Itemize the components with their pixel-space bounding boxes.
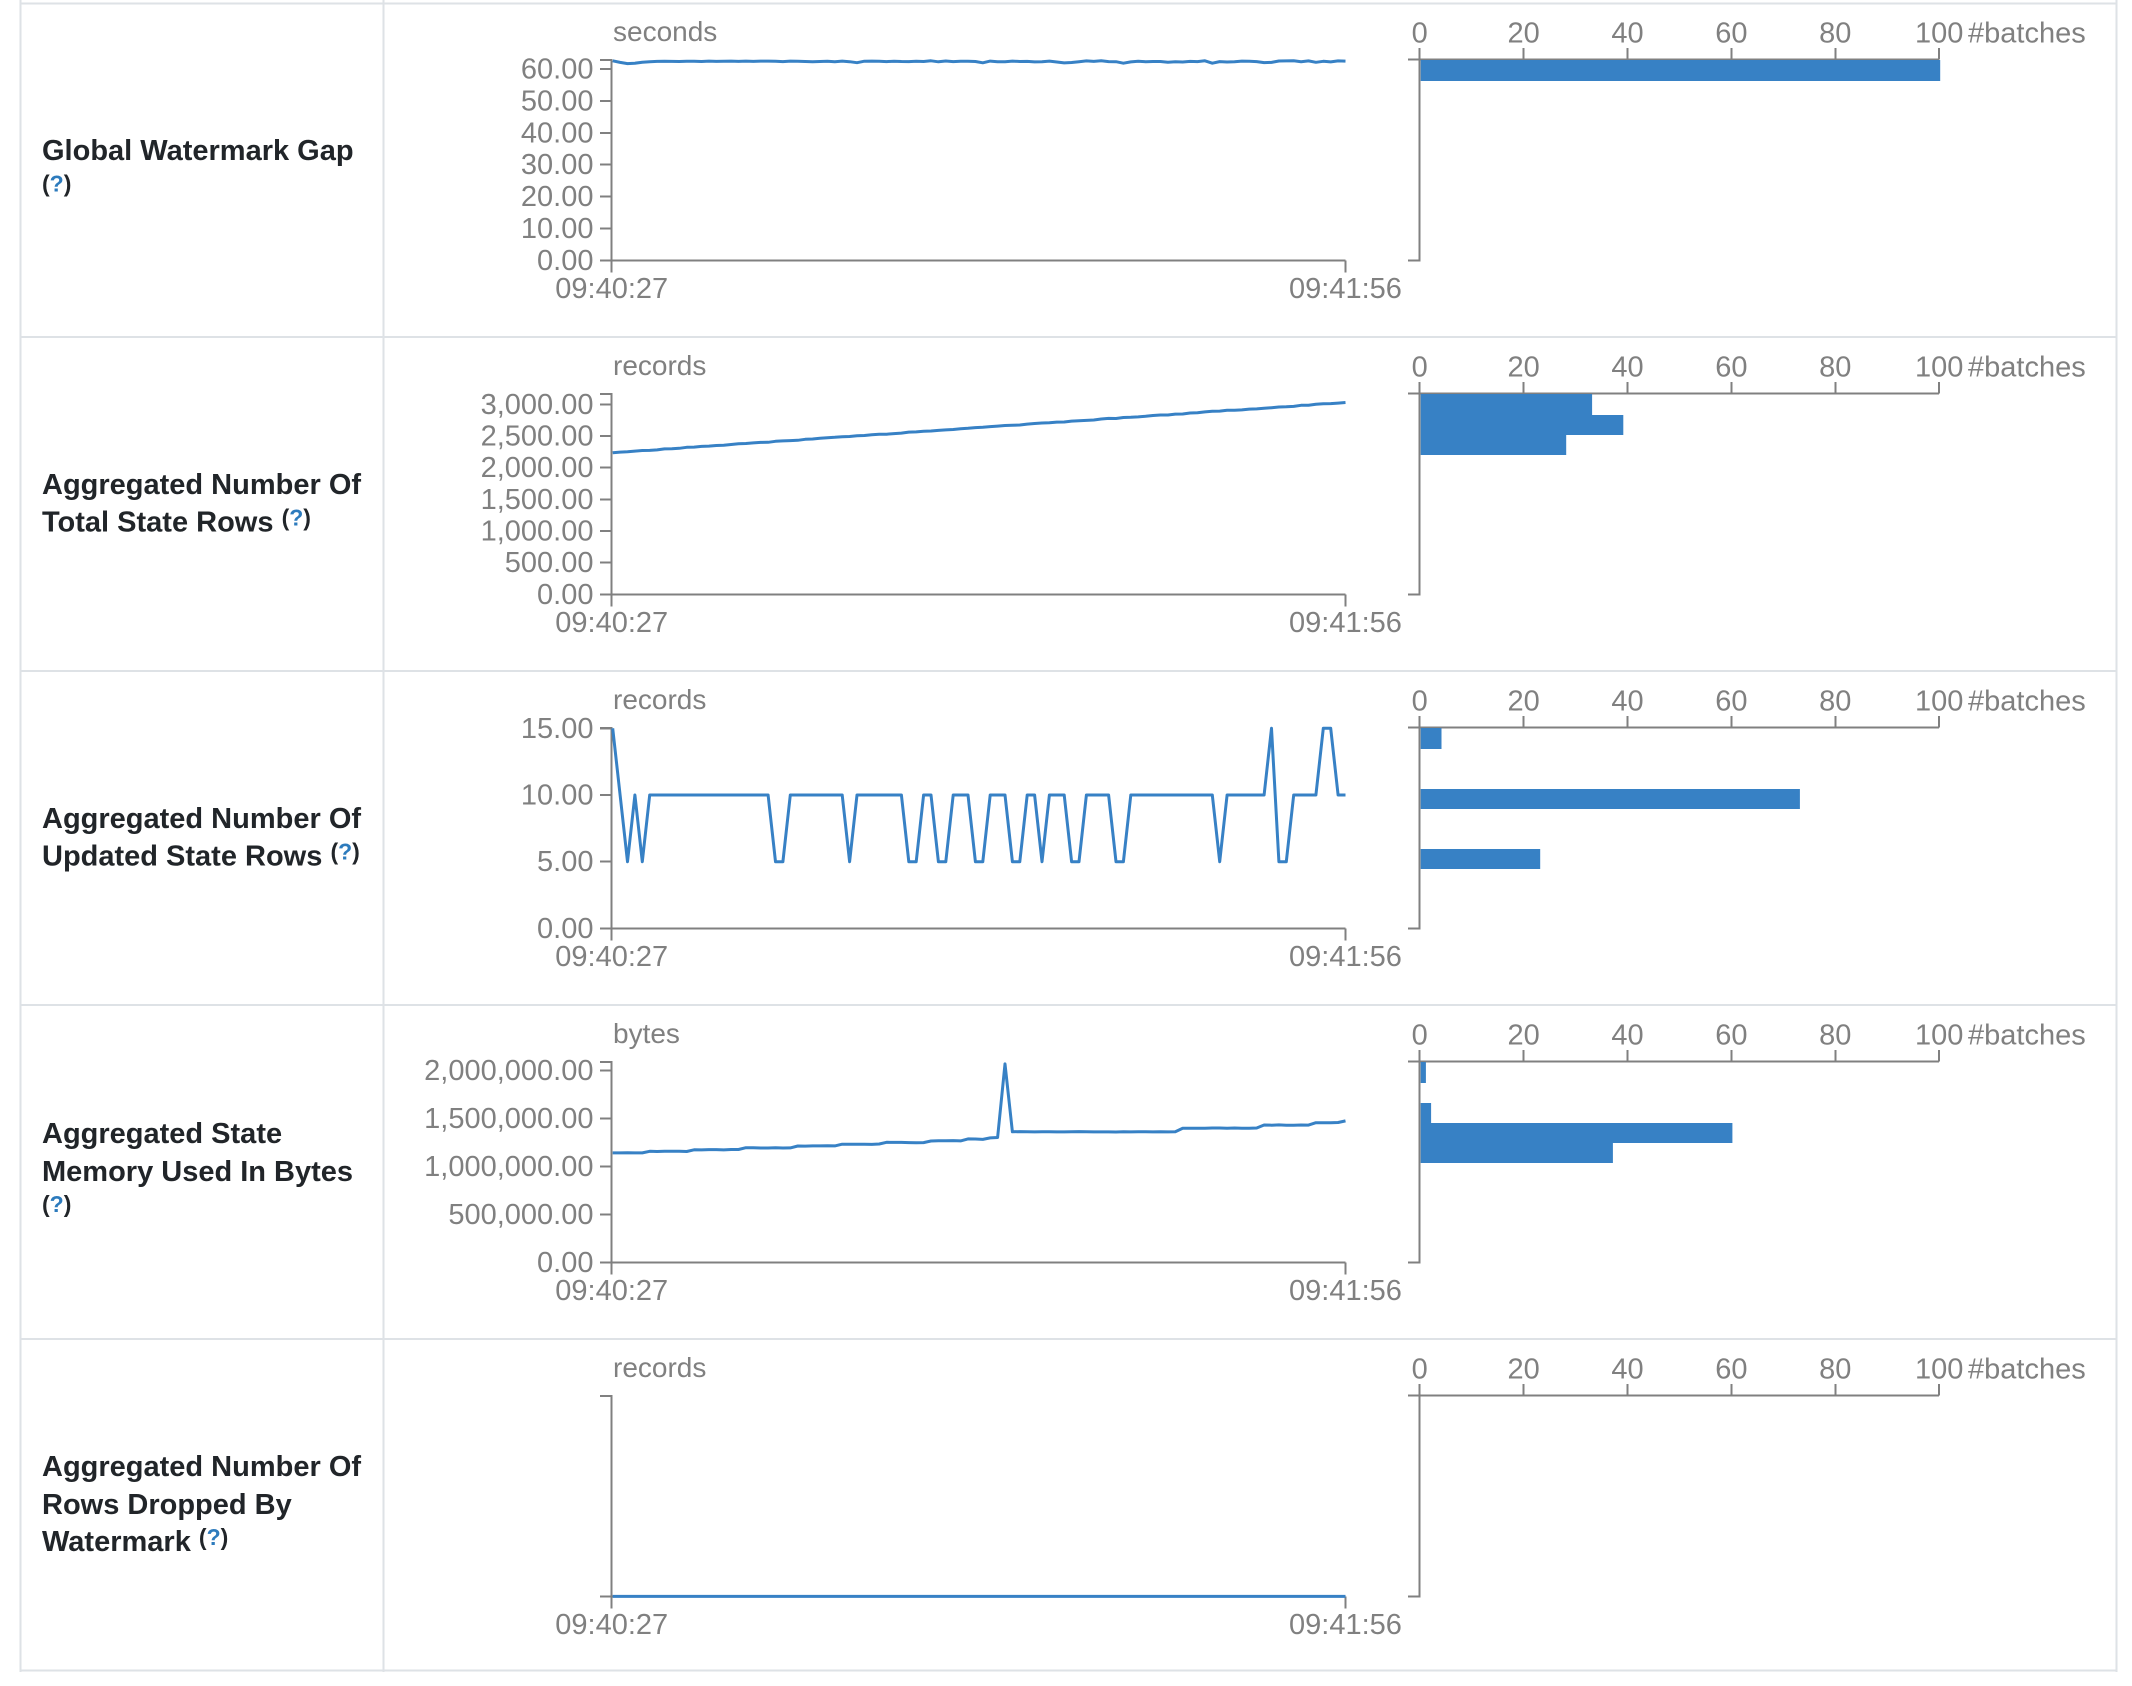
svg-text:60: 60: [1715, 686, 1747, 718]
svg-text:Total State Rows (?): Total State Rows (?): [42, 505, 311, 539]
svg-text:5.00: 5.00: [537, 846, 593, 878]
svg-text:60: 60: [1715, 1354, 1747, 1386]
svg-text:100: 100: [1915, 1020, 1963, 1052]
svg-text:1,500.00: 1,500.00: [481, 484, 594, 516]
svg-text:09:41:56: 09:41:56: [1289, 1609, 1402, 1641]
svg-text:2,000,000.00: 2,000,000.00: [424, 1055, 593, 1087]
svg-text:09:41:56: 09:41:56: [1289, 1275, 1402, 1307]
svg-text:records: records: [613, 684, 706, 715]
svg-text:Global Watermark Gap: Global Watermark Gap: [42, 135, 354, 167]
svg-text:3,000.00: 3,000.00: [481, 389, 594, 421]
svg-text:0.00: 0.00: [537, 913, 593, 945]
svg-text:20: 20: [1507, 18, 1539, 50]
svg-text:seconds: seconds: [613, 16, 717, 47]
svg-text:09:40:27: 09:40:27: [555, 941, 668, 973]
svg-text:60: 60: [1715, 18, 1747, 50]
svg-text:09:40:27: 09:40:27: [555, 273, 668, 305]
svg-text:40.00: 40.00: [521, 117, 594, 149]
svg-text:80: 80: [1819, 18, 1851, 50]
svg-text:Aggregated Number Of: Aggregated Number Of: [42, 1451, 361, 1483]
svg-text:0.00: 0.00: [537, 579, 593, 611]
svg-text:40: 40: [1611, 1354, 1643, 1386]
svg-text:Memory Used In Bytes: Memory Used In Bytes: [42, 1156, 353, 1188]
svg-text:60.00: 60.00: [521, 54, 594, 86]
svg-text:0: 0: [1412, 352, 1428, 384]
svg-text:50.00: 50.00: [521, 85, 594, 117]
svg-text:records: records: [613, 350, 706, 381]
svg-text:80: 80: [1819, 352, 1851, 384]
svg-text:40: 40: [1611, 18, 1643, 50]
svg-text:09:40:27: 09:40:27: [555, 1609, 668, 1641]
svg-text:2,000.00: 2,000.00: [481, 452, 594, 484]
svg-text:Rows Dropped By: Rows Dropped By: [42, 1489, 292, 1521]
svg-text:09:41:56: 09:41:56: [1289, 273, 1402, 305]
svg-text:#batches: #batches: [1968, 1020, 2086, 1052]
svg-text:10.00: 10.00: [521, 213, 594, 245]
svg-text:records: records: [613, 1352, 706, 1383]
svg-text:20.00: 20.00: [521, 181, 594, 213]
svg-text:0.00: 0.00: [537, 1247, 593, 1279]
svg-text:#batches: #batches: [1968, 686, 2086, 718]
svg-text:09:41:56: 09:41:56: [1289, 941, 1402, 973]
svg-text:20: 20: [1507, 1020, 1539, 1052]
svg-text:1,000,000.00: 1,000,000.00: [424, 1151, 593, 1183]
svg-text:40: 40: [1611, 1020, 1643, 1052]
svg-text:40: 40: [1611, 686, 1643, 718]
svg-text:100: 100: [1915, 18, 1963, 50]
svg-text:1,500,000.00: 1,500,000.00: [424, 1103, 593, 1135]
svg-text:09:41:56: 09:41:56: [1289, 607, 1402, 639]
svg-text:60: 60: [1715, 1020, 1747, 1052]
svg-text:#batches: #batches: [1968, 1354, 2086, 1386]
svg-text:bytes: bytes: [613, 1018, 680, 1049]
svg-text:Aggregated State: Aggregated State: [42, 1118, 282, 1150]
svg-text:09:40:27: 09:40:27: [555, 1275, 668, 1307]
svg-text:2,500.00: 2,500.00: [481, 421, 594, 453]
svg-text:20: 20: [1507, 686, 1539, 718]
svg-text:Aggregated Number Of: Aggregated Number Of: [42, 803, 361, 835]
svg-text:#batches: #batches: [1968, 18, 2086, 50]
svg-text:30.00: 30.00: [521, 149, 594, 181]
svg-text:80: 80: [1819, 686, 1851, 718]
svg-text:100: 100: [1915, 686, 1963, 718]
svg-text:40: 40: [1611, 352, 1643, 384]
svg-text:(?): (?): [42, 1191, 71, 1217]
svg-text:(?): (?): [42, 171, 71, 197]
svg-text:60: 60: [1715, 352, 1747, 384]
svg-text:15.00: 15.00: [521, 713, 594, 745]
svg-text:80: 80: [1819, 1354, 1851, 1386]
svg-text:0.00: 0.00: [537, 245, 593, 277]
svg-text:Updated State Rows (?): Updated State Rows (?): [42, 839, 360, 873]
svg-text:1,000.00: 1,000.00: [481, 516, 594, 548]
svg-text:0: 0: [1412, 18, 1428, 50]
svg-text:500.00: 500.00: [505, 547, 594, 579]
svg-text:10.00: 10.00: [521, 780, 594, 812]
svg-text:80: 80: [1819, 1020, 1851, 1052]
svg-text:20: 20: [1507, 352, 1539, 384]
svg-text:0: 0: [1412, 686, 1428, 718]
svg-text:100: 100: [1915, 1354, 1963, 1386]
svg-text:Watermark (?): Watermark (?): [42, 1524, 228, 1558]
svg-text:20: 20: [1507, 1354, 1539, 1386]
svg-text:0: 0: [1412, 1354, 1428, 1386]
svg-text:500,000.00: 500,000.00: [448, 1199, 593, 1231]
svg-text:#batches: #batches: [1968, 352, 2086, 384]
svg-text:100: 100: [1915, 352, 1963, 384]
svg-text:Aggregated Number Of: Aggregated Number Of: [42, 469, 361, 501]
svg-text:0: 0: [1412, 1020, 1428, 1052]
svg-text:09:40:27: 09:40:27: [555, 607, 668, 639]
